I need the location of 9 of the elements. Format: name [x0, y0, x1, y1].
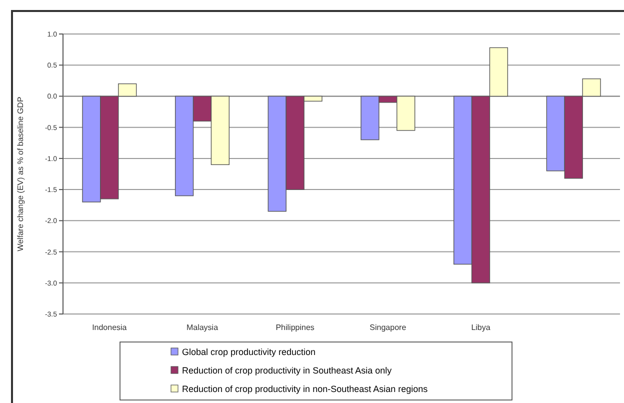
x-tick-label: Indonesia [92, 323, 128, 332]
x-tick-label: Libya [471, 323, 491, 332]
legend-label: Global crop productivity reduction [182, 347, 316, 357]
legend-label: Reduction of crop productivity in non-Southeast Asian regions [182, 384, 428, 394]
x-tick-label: Malaysia [186, 323, 219, 332]
y-axis-title: Welfare change (EV) as % of baseline GDP [16, 96, 25, 252]
legend-label: Reduction of crop productivity in Southeast Asia only [182, 366, 392, 376]
x-tick-label: Philippines [276, 323, 314, 332]
x-tick-label: Singapore [370, 323, 407, 332]
